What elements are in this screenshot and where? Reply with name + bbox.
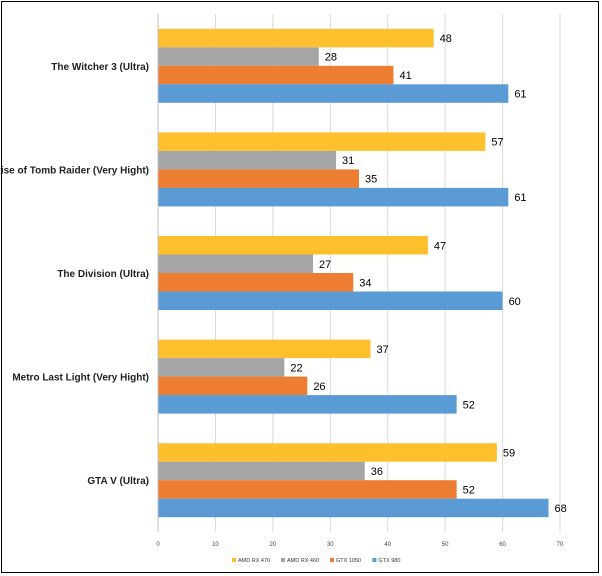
x-tick-label: 50 <box>442 542 449 548</box>
legend-swatch <box>281 558 285 562</box>
bar-amd-rx-460 <box>158 150 337 170</box>
x-tick-label: 70 <box>557 542 564 548</box>
bar-gtx-1050 <box>158 169 359 188</box>
data-label: 22 <box>290 362 302 374</box>
data-label: 41 <box>399 70 411 82</box>
x-tick-label: 30 <box>327 542 334 548</box>
legend-label: AMD RX 470 <box>238 558 270 564</box>
data-label: 52 <box>463 484 475 496</box>
bar-amd-rx-470 <box>158 132 486 151</box>
bar-amd-rx-470 <box>158 339 371 359</box>
category-label: Metro Last Light (Very Hight) <box>12 373 149 384</box>
data-label: 60 <box>509 296 521 308</box>
data-label: 48 <box>440 33 452 45</box>
bar-amd-rx-460 <box>158 461 365 481</box>
x-tick-label: 40 <box>384 542 391 548</box>
data-label: 34 <box>359 277 371 289</box>
bar-amd-rx-470 <box>158 236 428 255</box>
bar-amd-rx-460 <box>158 358 285 377</box>
data-label: 61 <box>514 192 526 204</box>
data-label: 68 <box>555 503 567 515</box>
legend-label: GTX 1050 <box>336 558 361 564</box>
bar-gtx-1050 <box>158 480 457 499</box>
bar-gtx-980 <box>158 498 549 518</box>
data-label: 27 <box>319 259 331 271</box>
bar-amd-rx-460 <box>158 254 314 273</box>
x-tick-label: 20 <box>270 542 277 548</box>
category-label: The Witcher 3 (Ultra) <box>51 62 149 73</box>
data-label: 52 <box>463 399 475 411</box>
legend-swatch <box>232 558 236 562</box>
legend-label: GTX 980 <box>378 558 400 564</box>
category-label: The Division (Ultra) <box>57 269 149 280</box>
bar-gtx-1050 <box>158 65 394 85</box>
bar-amd-rx-470 <box>158 443 497 462</box>
data-label: 59 <box>503 447 515 459</box>
category-label: Rise of Tomb Raider (Very Hight) <box>0 165 149 176</box>
bar-amd-rx-460 <box>158 47 319 66</box>
bar-gtx-980 <box>158 291 503 310</box>
bar-gtx-1050 <box>158 376 308 396</box>
x-tick-label: 0 <box>156 542 160 548</box>
data-label: 37 <box>376 344 388 356</box>
bar-gtx-980 <box>158 187 509 207</box>
legend-label: AMD RX 460 <box>287 558 319 564</box>
data-label: 36 <box>371 466 383 478</box>
data-label: 47 <box>434 240 446 252</box>
x-tick-label: 60 <box>499 542 506 548</box>
data-label: 61 <box>514 89 526 101</box>
data-label: 28 <box>325 52 337 64</box>
x-tick-label: 10 <box>212 542 219 548</box>
data-label: 31 <box>342 155 354 167</box>
legend-swatch <box>372 558 377 562</box>
data-label: 26 <box>313 381 325 393</box>
bar-gtx-980 <box>158 84 509 103</box>
legend-swatch <box>330 558 334 562</box>
category-label: GTA V (Ultra) <box>87 476 149 487</box>
bar-amd-rx-470 <box>158 28 434 48</box>
bar-gtx-980 <box>158 395 457 414</box>
data-label: 57 <box>491 137 503 149</box>
data-label: 35 <box>365 174 377 186</box>
bar-gtx-1050 <box>158 273 354 292</box>
